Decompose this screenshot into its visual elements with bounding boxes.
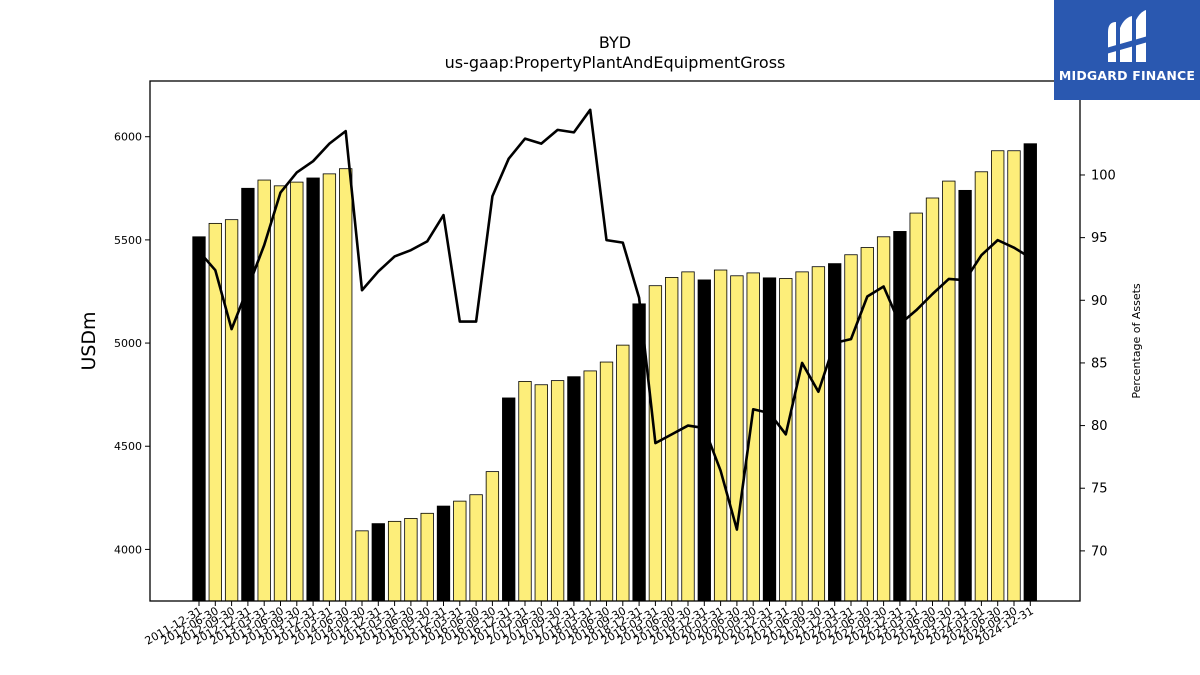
bar-2014-06-30 <box>339 168 353 602</box>
brand-name: MIDGARD FINANCE <box>1058 68 1196 83</box>
bar-2016-03-31 <box>453 500 467 602</box>
y-tick-label: 4500 <box>114 440 142 453</box>
bar-2024-03-31 <box>974 171 989 602</box>
bar-2016-09-30 <box>485 471 500 602</box>
bar-2023-12-31 <box>958 189 972 602</box>
bar-2012-09-30 <box>224 219 239 602</box>
chart-title: BYD <box>599 33 631 52</box>
y2-tick-label: 70 <box>1091 544 1108 559</box>
y2-tick-label: 95 <box>1091 231 1108 246</box>
line-group <box>198 108 1031 531</box>
midgard-logo-icon <box>1106 10 1148 62</box>
bar-2017-12-31 <box>567 376 581 602</box>
y2-tick-label: 85 <box>1091 356 1108 371</box>
y2-tick-label: 75 <box>1091 482 1108 497</box>
bar-2012-06-30 <box>208 222 222 602</box>
bar-2014-12-31 <box>371 523 385 602</box>
bar-2022-06-30 <box>860 247 874 602</box>
bar-2018-06-30 <box>599 361 614 602</box>
bar-2020-03-31 <box>713 269 728 602</box>
bar-2018-09-30 <box>616 344 630 602</box>
bar-2020-06-30 <box>730 275 744 602</box>
bar-2011-12-31 <box>192 236 206 602</box>
bar-2014-03-31 <box>322 173 337 602</box>
y-axis-right: 70 75 80 85 90 95 100 <box>1080 168 1116 559</box>
bar-2020-12-31 <box>762 277 777 602</box>
y-tick-label: 5500 <box>114 234 142 247</box>
y-axis-left: 4000 4500 5000 5500 6000 <box>114 131 150 556</box>
bar-2012-12-31 <box>241 187 255 602</box>
bar-2017-03-31 <box>518 381 532 602</box>
bar-2024-06-30 <box>991 150 1005 602</box>
bar-2023-03-31 <box>909 212 923 602</box>
y2-tick-label: 90 <box>1091 294 1108 309</box>
bar-2017-06-30 <box>534 384 548 602</box>
bar-2024-12-31 <box>1023 143 1037 602</box>
percentage-of-assets-line <box>198 108 1031 531</box>
bar-2015-12-31 <box>436 505 451 602</box>
bar-2024-09-30 <box>1007 150 1021 602</box>
bar-2015-03-31 <box>387 520 402 602</box>
bar-2013-12-31 <box>306 177 320 602</box>
bar-2019-06-30 <box>665 277 679 602</box>
bar-2022-03-31 <box>844 254 858 602</box>
bar-2016-12-31 <box>502 397 516 602</box>
bar-2019-09-30 <box>681 271 695 602</box>
bar-2015-06-30 <box>404 518 418 602</box>
bar-2016-06-30 <box>469 494 483 602</box>
bar-2017-09-30 <box>550 380 565 602</box>
bar-2021-09-30 <box>811 266 826 602</box>
bar-2021-06-30 <box>795 271 809 602</box>
x-axis: 2011-12-312012-06-302012-09-302012-12-31… <box>143 601 1036 648</box>
bar-2022-09-30 <box>876 236 891 602</box>
bar-2014-09-30 <box>355 530 369 602</box>
bar-group <box>192 143 1037 602</box>
bar-2021-12-31 <box>828 263 842 602</box>
chart-subtitle: us-gaap:PropertyPlantAndEquipmentGross <box>445 53 786 72</box>
bar-2021-03-31 <box>779 278 793 602</box>
y-tick-label: 6000 <box>114 131 142 144</box>
brand-logo: MIDGARD FINANCE <box>1054 0 1200 100</box>
bar-2023-09-30 <box>942 180 956 602</box>
y-tick-label: 5000 <box>114 337 142 350</box>
bar-2015-09-30 <box>420 512 434 602</box>
y2-tick-label: 100 <box>1091 168 1116 183</box>
bar-2022-12-31 <box>893 231 907 602</box>
bar-2023-06-30 <box>925 197 940 602</box>
bar-2013-06-30 <box>273 185 288 602</box>
bar-2013-09-30 <box>290 181 304 602</box>
y2-tick-label: 80 <box>1091 419 1108 434</box>
y2-axis-label: Percentage of Assets <box>1130 283 1143 399</box>
plot-frame <box>149 80 1081 602</box>
y-tick-label: 4000 <box>114 543 142 556</box>
bar-2018-03-31 <box>583 370 597 602</box>
y-axis-label: USDm <box>78 311 100 370</box>
